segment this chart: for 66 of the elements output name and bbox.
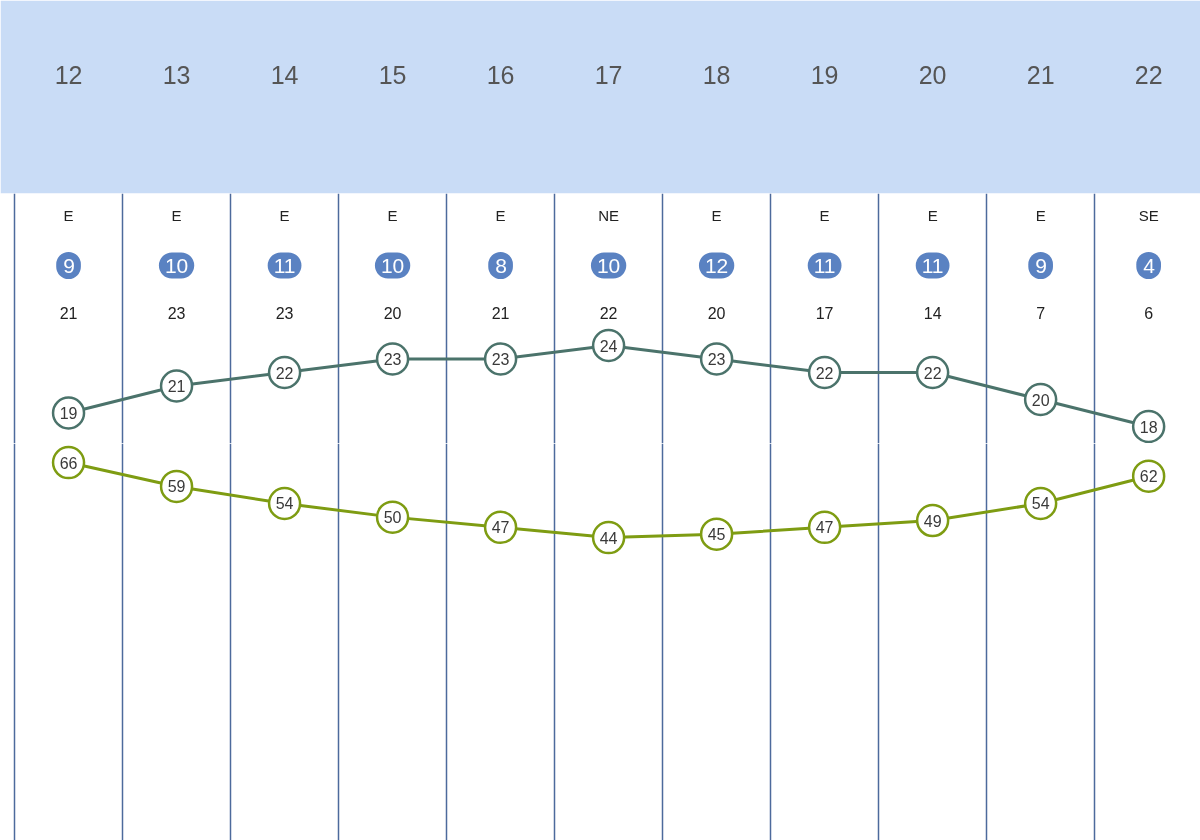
text: 20 — [383, 304, 402, 322]
text: 11 — [921, 253, 944, 277]
text: 11 — [813, 253, 836, 277]
text: NE — [598, 207, 620, 224]
x-tick-label: 14 — [270, 60, 299, 89]
text: 10 — [596, 253, 621, 277]
text: E — [495, 207, 506, 224]
text: 17 — [815, 304, 834, 322]
data-label: 54 — [275, 495, 294, 513]
data-label: 62 — [1139, 468, 1158, 486]
data-label: 22 — [923, 364, 942, 382]
text: 7 — [1036, 304, 1046, 322]
data-label: 54 — [1031, 495, 1050, 513]
text: 9 — [63, 254, 75, 277]
text: E — [387, 207, 398, 224]
text: E — [63, 207, 74, 224]
x-tick-label: 19 — [810, 60, 839, 89]
x-tick-label: 22 — [1134, 60, 1163, 89]
data-label: 23 — [491, 351, 510, 368]
data-label: 18 — [1139, 418, 1158, 436]
data-label: 23 — [383, 351, 402, 368]
text: 6 — [1144, 304, 1154, 322]
x-tick-label: 21 — [1026, 60, 1055, 89]
x-tick-label: 20 — [918, 60, 947, 89]
data-label: 23 — [707, 351, 726, 368]
text: 23 — [275, 304, 294, 322]
text: 11 — [273, 253, 296, 277]
x-tick-label: 12 — [54, 60, 83, 89]
text: 12 — [704, 253, 729, 277]
data-label: 21 — [167, 378, 186, 395]
data-label: 24 — [599, 337, 618, 355]
data-label: 22 — [275, 364, 294, 382]
text: E — [819, 207, 830, 224]
data-label: 66 — [59, 454, 78, 472]
x-tick-label: 18 — [702, 60, 731, 89]
text: 14 — [923, 304, 942, 322]
data-label: 47 — [815, 519, 834, 537]
x-tick-label: 16 — [486, 60, 515, 89]
text: E — [171, 207, 182, 224]
text: E — [1035, 207, 1046, 224]
data-label: 49 — [923, 512, 942, 530]
text: SE — [1138, 207, 1159, 224]
text: 4 — [1143, 254, 1156, 277]
text: E — [279, 207, 290, 224]
data-label: 47 — [491, 519, 510, 537]
text: E — [927, 207, 938, 224]
data-label: 20 — [1031, 391, 1050, 409]
x-tick-label: 13 — [162, 60, 191, 89]
x-tick-label: 15 — [378, 60, 407, 89]
data-label: 19 — [59, 405, 78, 422]
text: 21 — [59, 304, 78, 322]
text: E — [711, 207, 722, 224]
text: 23 — [167, 304, 186, 322]
text: 8 — [495, 254, 507, 277]
data-label: 59 — [167, 478, 186, 496]
text: 10 — [380, 253, 405, 277]
text: 22 — [599, 304, 618, 322]
text: 10 — [164, 253, 189, 277]
data-label: 45 — [707, 526, 726, 544]
text: 21 — [491, 304, 510, 322]
data-label: 50 — [383, 509, 402, 527]
text: 9 — [1035, 254, 1047, 277]
text: 20 — [707, 304, 726, 322]
x-tick-label: 17 — [594, 60, 623, 89]
data-label: 44 — [599, 529, 618, 547]
data-label: 22 — [815, 364, 834, 382]
